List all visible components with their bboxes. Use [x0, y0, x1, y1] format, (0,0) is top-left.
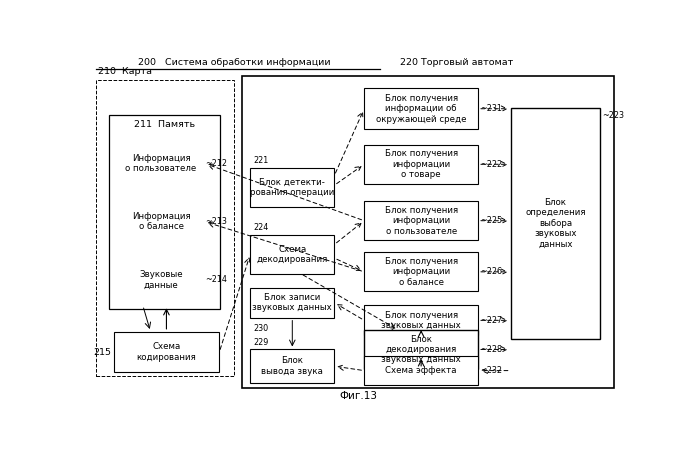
Text: Блок получения
информации
о балансе: Блок получения информации о балансе [384, 257, 458, 287]
Text: ~223: ~223 [602, 111, 624, 120]
Bar [364, 305, 478, 335]
Text: ~232: ~232 [480, 366, 502, 375]
Bar [115, 138, 209, 305]
Text: 215: 215 [93, 348, 111, 357]
Text: Схема эффекта: Схема эффекта [386, 366, 457, 375]
Bar [119, 138, 203, 189]
Text: 229: 229 [253, 338, 268, 347]
Text: Схема
кодирования: Схема кодирования [136, 343, 196, 362]
Text: Блок детекти-
рования операции: Блок детекти- рования операции [250, 178, 335, 197]
Text: Блок получения
звуковых данных: Блок получения звуковых данных [382, 311, 461, 330]
Text: Блок
вывода звука: Блок вывода звука [261, 356, 323, 376]
Bar [119, 196, 203, 247]
Bar [364, 202, 478, 240]
Text: 221: 221 [253, 156, 268, 165]
Text: Блок записи
звуковых данных: Блок записи звуковых данных [253, 293, 332, 312]
Text: ~213: ~213 [204, 217, 227, 226]
Text: Информация
о балансе: Информация о балансе [132, 212, 190, 231]
Text: 210  Карта: 210 Карта [98, 67, 153, 76]
Bar [364, 88, 478, 129]
Bar [251, 235, 335, 273]
Text: 220 Торговый автомат: 220 Торговый автомат [400, 58, 513, 67]
Text: Блок
декодирования
звуковых данных: Блок декодирования звуковых данных [382, 334, 461, 364]
Text: ~225: ~225 [480, 216, 502, 225]
Text: ~231: ~231 [480, 104, 502, 113]
Text: Фиг.13: Фиг.13 [340, 391, 378, 401]
Text: Звуковые
данные: Звуковые данные [139, 270, 183, 289]
Text: Блок получения
информации
о пользователе: Блок получения информации о пользователе [384, 206, 458, 235]
Text: ~212: ~212 [204, 159, 227, 168]
Text: Информация
о пользователе: Информация о пользователе [125, 154, 197, 173]
Text: Блок
определения
выбора
звуковых
данных: Блок определения выбора звуковых данных [525, 198, 586, 249]
Text: ~226: ~226 [480, 267, 502, 276]
Text: 230: 230 [253, 324, 268, 333]
Bar [242, 76, 614, 388]
Text: Блок получения
информации
о товаре: Блок получения информации о товаре [384, 149, 458, 179]
Bar [96, 80, 234, 376]
Bar [364, 330, 478, 369]
Bar [364, 252, 478, 291]
Text: 200   Система обработки информации: 200 Система обработки информации [138, 58, 330, 67]
Text: 211  Память: 211 Память [134, 120, 195, 129]
Text: Блок получения
информации об
окружающей среде: Блок получения информации об окружающей … [376, 94, 466, 124]
Bar [109, 115, 220, 309]
Text: ~227: ~227 [480, 316, 502, 325]
Bar [113, 332, 219, 372]
Bar [251, 288, 335, 318]
Text: Схема
декодирования: Схема декодирования [257, 245, 328, 264]
Bar [364, 145, 478, 184]
Text: 224: 224 [253, 223, 268, 232]
Bar [251, 349, 335, 383]
Bar [251, 168, 335, 207]
Bar [511, 108, 600, 339]
Text: ~222: ~222 [480, 160, 502, 169]
Bar [119, 254, 203, 305]
Bar [364, 356, 478, 385]
Text: ~228: ~228 [480, 345, 502, 354]
Text: ~214: ~214 [204, 275, 227, 284]
